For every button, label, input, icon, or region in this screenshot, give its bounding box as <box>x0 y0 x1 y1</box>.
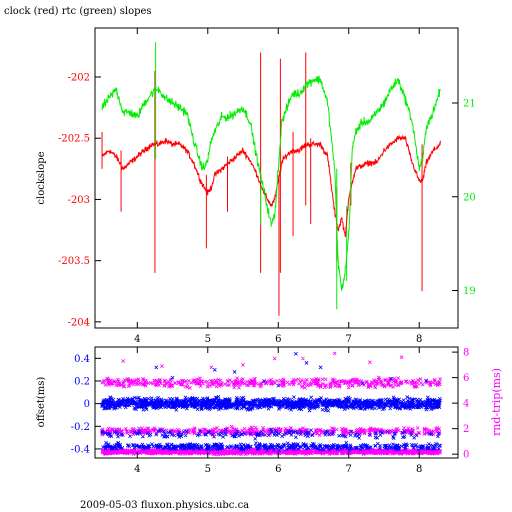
top-lines-layer <box>101 75 441 291</box>
top-y-axis-label: clockslope <box>36 151 47 204</box>
bottom-x-axis: 4 5 6 7 8 <box>134 347 422 475</box>
bottom-right-y-tick-label: 0 <box>463 450 469 461</box>
bottom-y2-axis-label: rnd-trip(ms) <box>490 368 503 436</box>
bottom-x-tick-label: 8 <box>416 464 422 475</box>
top-x-tick-label: 8 <box>416 334 422 345</box>
bottom-x-tick-label: 6 <box>275 464 281 475</box>
bottom-right-y-tick-label: 4 <box>463 399 469 410</box>
top-left-y-tick-label: -203.5 <box>58 256 90 267</box>
top-spikes-layer <box>101 42 423 316</box>
bottom-left-y-tick-label: 0 <box>84 399 90 410</box>
top-right-y-tick-label: 19 <box>463 286 476 297</box>
top-left-y-tick-label: -203 <box>68 195 90 206</box>
bottom-left-y-tick-label: 0.2 <box>74 376 90 387</box>
top-left-y-tick-label: -204 <box>68 317 90 328</box>
top-left-y-tick-label: -202.5 <box>58 134 90 145</box>
bottom-y-axis-label: offset(ms) <box>36 377 47 428</box>
top-right-y-tick-label: 20 <box>463 192 476 203</box>
top-x-tick-label: 7 <box>346 334 352 345</box>
top-left-axis: -202 -202.5 -203 -203.5 -204 <box>58 72 101 328</box>
series-clock-line <box>101 134 441 238</box>
bottom-plot-frame <box>94 346 459 459</box>
top-right-y-tick-label: 21 <box>463 99 476 110</box>
bottom-left-y-tick-label: -0.4 <box>71 444 90 455</box>
footer-text: 2009-05-03 fluxon.physics.ubc.ca <box>80 500 249 511</box>
bottom-left-y-tick-label: -0.2 <box>71 422 90 433</box>
series-rtc-line <box>101 75 441 291</box>
bottom-x-tick-label: 5 <box>205 464 211 475</box>
top-x-tick-label: 5 <box>205 334 211 345</box>
top-panel: -202 -202.5 -203 -203.5 -204 21 20 19 4 5 6 7 8 cl… <box>36 27 476 345</box>
top-plot-frame <box>94 27 459 329</box>
top-right-axis: 21 20 19 <box>452 99 476 297</box>
top-x-tick-label: 4 <box>134 334 140 345</box>
bottom-left-axis: 0.4 0.2 0 -0.2 -0.4 <box>71 354 101 455</box>
chart-title: clock (red) rtc (green) slopes <box>4 6 152 17</box>
series-offset-points <box>100 351 442 453</box>
bottom-right-y-tick-label: 8 <box>463 348 469 359</box>
top-left-y-tick-label: -202 <box>68 72 90 83</box>
bottom-x-tick-label: 4 <box>134 464 140 475</box>
bottom-panel: 0.4 0.2 0 -0.2 -0.4 8 6 4 2 0 4 5 6 7 8 offset(ms) r… <box>36 346 503 475</box>
bottom-right-y-tick-label: 6 <box>463 373 469 384</box>
bottom-right-y-tick-label: 2 <box>463 424 469 435</box>
bottom-points-layer <box>100 351 443 457</box>
bottom-right-axis: 8 6 4 2 0 <box>452 348 469 461</box>
bottom-left-y-tick-label: 0.4 <box>74 354 90 365</box>
bottom-x-tick-label: 7 <box>346 464 352 475</box>
top-x-tick-label: 6 <box>275 334 281 345</box>
top-x-axis: 4 5 6 7 8 <box>134 28 422 345</box>
